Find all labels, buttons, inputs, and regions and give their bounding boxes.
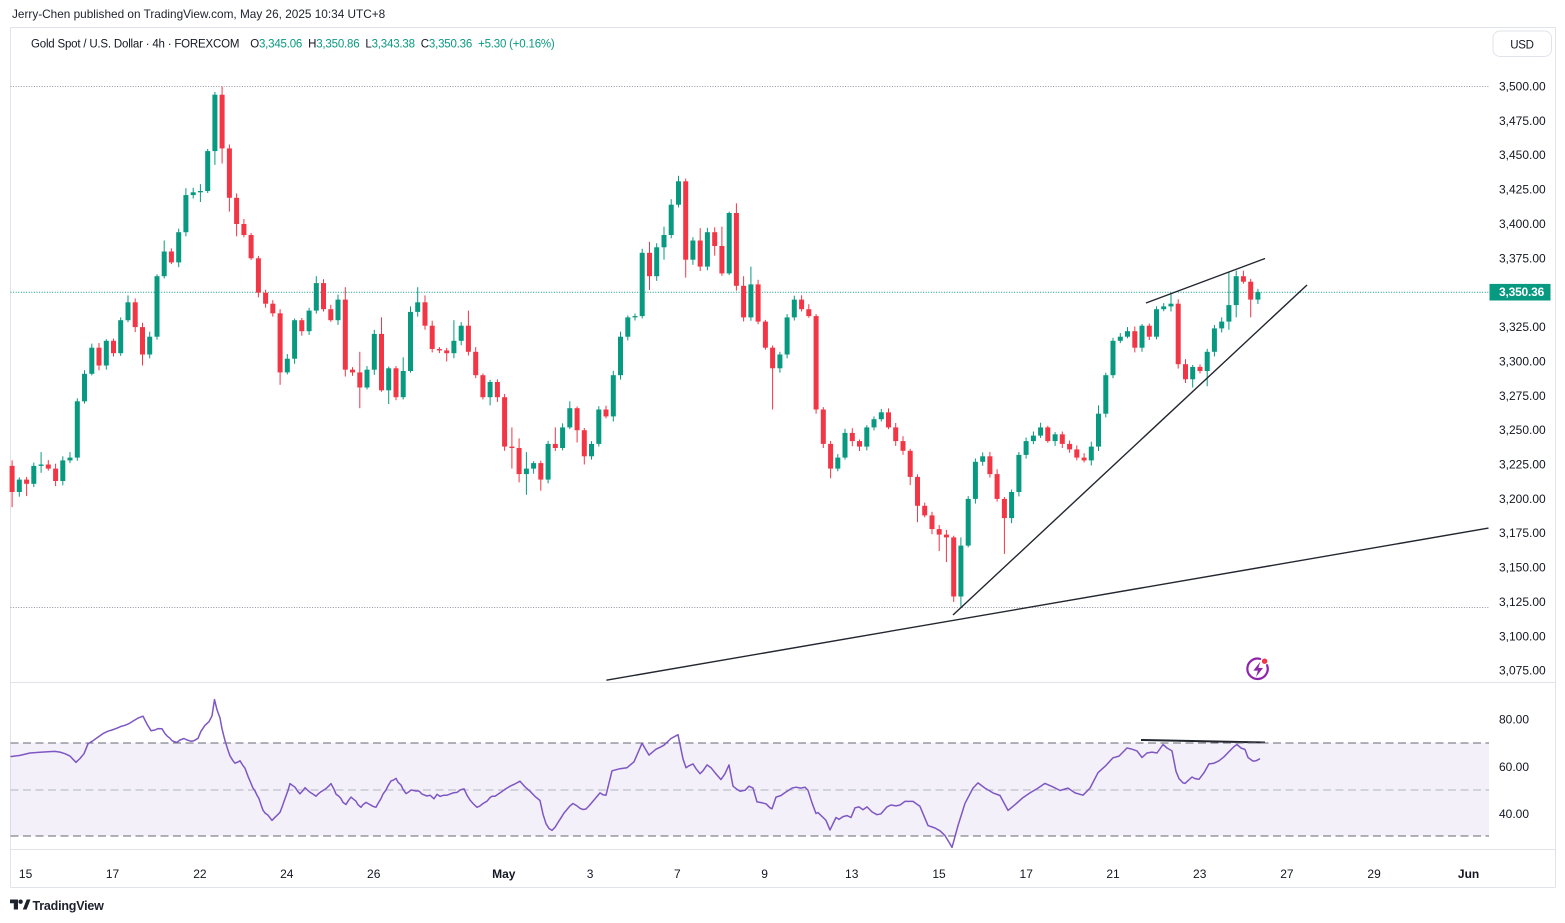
svg-text:23: 23	[1193, 867, 1207, 881]
svg-text:15: 15	[932, 867, 946, 881]
svg-text:3,425.00: 3,425.00	[1499, 183, 1546, 197]
svg-text:40.00: 40.00	[1499, 807, 1529, 821]
svg-text:3,325.00: 3,325.00	[1499, 320, 1546, 334]
svg-text:3,225.00: 3,225.00	[1499, 458, 1546, 472]
svg-text:26: 26	[367, 867, 381, 881]
svg-text:80.00: 80.00	[1499, 712, 1529, 726]
svg-text:3,150.00: 3,150.00	[1499, 561, 1546, 575]
svg-text:29: 29	[1367, 867, 1381, 881]
svg-text:3,400.00: 3,400.00	[1499, 217, 1546, 231]
svg-text:3,350.36: 3,350.36	[1499, 285, 1545, 299]
svg-text:21: 21	[1106, 867, 1120, 881]
svg-text:Gold Spot / U.S. Dollar · 4h ·: Gold Spot / U.S. Dollar · 4h · FOREXCOM …	[31, 39, 555, 51]
svg-text:60.00: 60.00	[1499, 760, 1529, 774]
svg-text:3,275.00: 3,275.00	[1499, 389, 1546, 403]
svg-text:USD: USD	[1510, 39, 1533, 51]
svg-text:13: 13	[845, 867, 859, 881]
svg-text:17: 17	[106, 867, 120, 881]
svg-text:Jerry-Chen published on Tradin: Jerry-Chen published on TradingView.com,…	[12, 7, 386, 21]
svg-text:3,100.00: 3,100.00	[1499, 629, 1546, 643]
svg-text:Jun: Jun	[1458, 867, 1479, 881]
svg-text:24: 24	[280, 867, 294, 881]
svg-text:3,200.00: 3,200.00	[1499, 492, 1546, 506]
svg-text:3,475.00: 3,475.00	[1499, 114, 1546, 128]
svg-text:TradingView: TradingView	[33, 899, 105, 913]
svg-text:27: 27	[1280, 867, 1294, 881]
svg-text:17: 17	[1020, 867, 1034, 881]
svg-text:3: 3	[587, 867, 594, 881]
svg-text:3,125.00: 3,125.00	[1499, 595, 1546, 609]
svg-text:3,250.00: 3,250.00	[1499, 423, 1546, 437]
svg-text:3,075.00: 3,075.00	[1499, 664, 1546, 678]
svg-text:15: 15	[19, 867, 33, 881]
svg-text:May: May	[492, 867, 516, 881]
svg-text:22: 22	[193, 867, 207, 881]
svg-text:3,450.00: 3,450.00	[1499, 148, 1546, 162]
svg-text:7: 7	[674, 867, 681, 881]
svg-text:3,375.00: 3,375.00	[1499, 251, 1546, 265]
svg-text:3,500.00: 3,500.00	[1499, 80, 1546, 94]
svg-text:9: 9	[761, 867, 768, 881]
svg-text:3,175.00: 3,175.00	[1499, 526, 1546, 540]
svg-text:3,300.00: 3,300.00	[1499, 354, 1546, 368]
